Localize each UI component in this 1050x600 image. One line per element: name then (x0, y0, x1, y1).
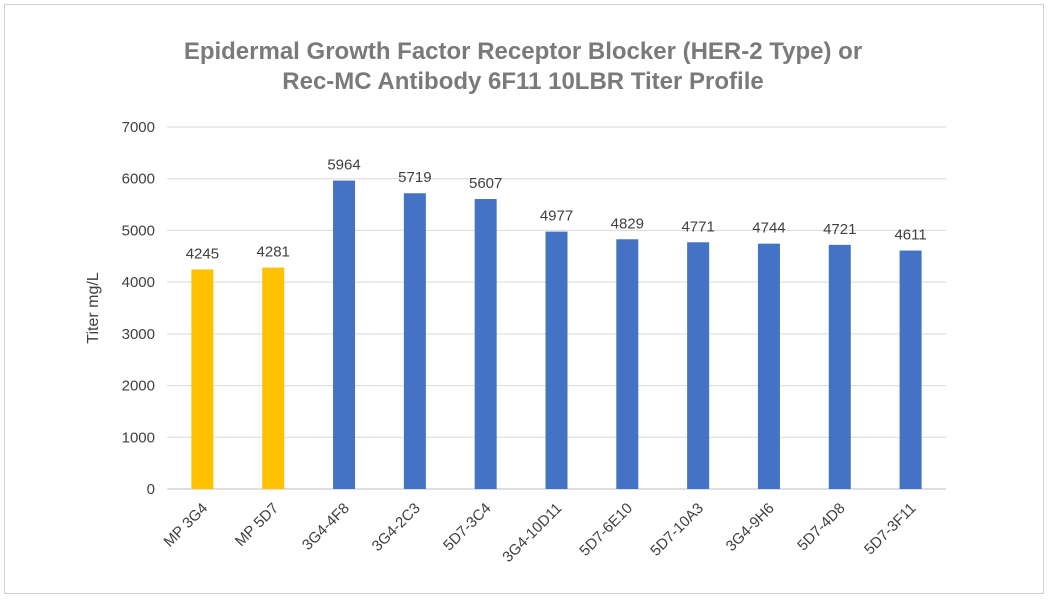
data-label: 4829 (611, 215, 644, 232)
data-label: 5719 (398, 169, 431, 186)
x-tick-label: 3G4-4F8 (299, 500, 353, 554)
y-axis-title: Titer mg/L (85, 272, 102, 344)
data-label: 4744 (752, 220, 785, 237)
chart-frame: Epidermal Growth Factor Receptor Blocker… (4, 4, 1044, 594)
bars (191, 180, 922, 490)
y-tick-label: 4000 (122, 274, 155, 291)
data-label: 4977 (540, 208, 573, 225)
x-tick-label: MP 5D7 (232, 500, 282, 550)
data-label: 4245 (186, 245, 219, 262)
y-axis-tick-labels: 0 1000 2000 3000 4000 5000 6000 7000 (122, 119, 155, 498)
bar (616, 239, 639, 489)
data-label: 4281 (257, 244, 290, 261)
y-tick-label: 6000 (122, 171, 155, 188)
data-label: 4721 (823, 221, 856, 238)
bar (403, 193, 426, 489)
bar (262, 267, 285, 489)
bar (191, 269, 214, 489)
bar (757, 243, 780, 489)
y-tick-label: 2000 (122, 378, 155, 395)
bar (545, 231, 568, 490)
y-tick-label: 3000 (122, 326, 155, 343)
x-tick-label: 5D7-3C4 (440, 500, 494, 554)
data-label: 4611 (894, 227, 926, 244)
y-tick-label: 5000 (122, 222, 155, 239)
x-tick-label: MP 3G4 (161, 500, 212, 551)
x-tick-label: 3G4-2C3 (369, 500, 424, 555)
x-tick-label: 3G4-10D11 (499, 500, 565, 566)
y-tick-label: 0 (147, 481, 155, 498)
y-tick-label: 7000 (122, 119, 155, 136)
data-label: 4771 (681, 218, 714, 235)
x-tick-label: 5D7-3F11 (861, 500, 919, 558)
data-label: 5607 (469, 175, 502, 192)
bar-chart: Epidermal Growth Factor Receptor Blocker… (85, 38, 946, 566)
data-label: 5964 (327, 157, 360, 174)
chart-title: Epidermal Growth Factor Receptor Blocker… (184, 38, 862, 95)
bar (828, 244, 851, 489)
x-tick-label: 5D7-10A3 (647, 500, 707, 560)
x-tick-label: 5D7-6E10 (576, 500, 636, 560)
x-axis-tick-labels: MP 3G4 MP 5D7 3G4-4F8 3G4-2C3 5D7-3C4 3G4-10D… (161, 500, 920, 566)
bar (899, 250, 922, 489)
bar (474, 199, 497, 489)
x-tick-label: 3G4-9H6 (723, 500, 778, 555)
data-labels: 4245 4281 5964 5719 5607 4977 4829 4771 4744 4721… (186, 157, 927, 263)
chart-title-line-2: Rec-MC Antibody 6F11 10LBR Titer Profile (282, 68, 763, 95)
bar (333, 180, 356, 490)
y-tick-label: 1000 (122, 429, 155, 446)
x-tick-label: 5D7-4D8 (794, 500, 848, 554)
bar (687, 242, 710, 489)
chart-title-line-1: Epidermal Growth Factor Receptor Blocker… (184, 38, 862, 65)
